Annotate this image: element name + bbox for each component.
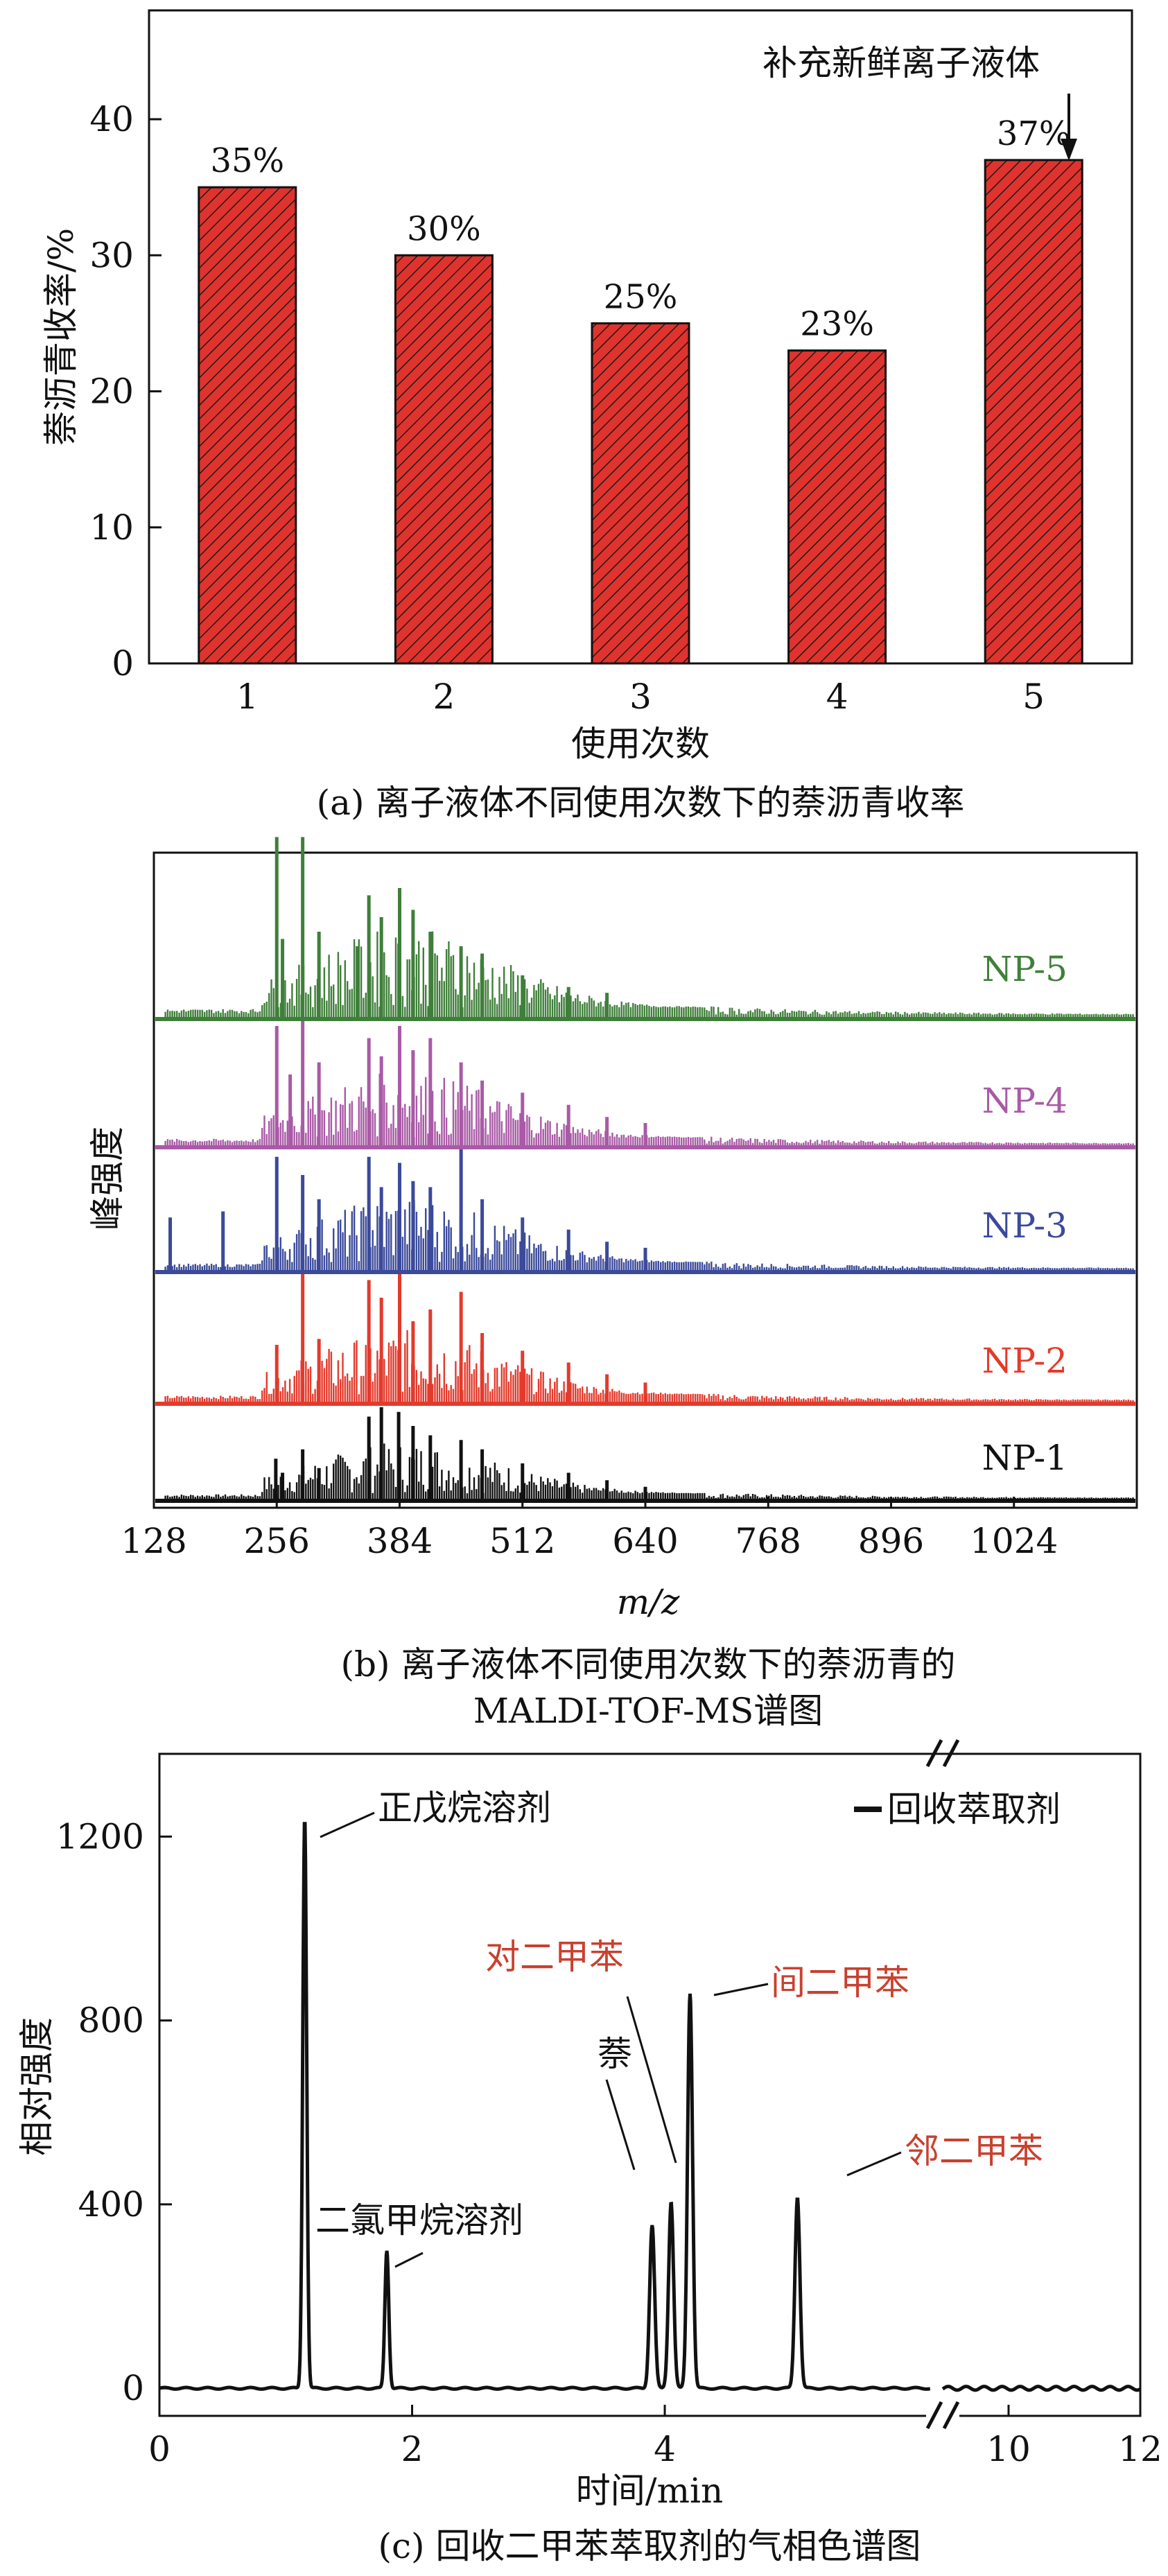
- spectrum-y-label: 峰强度: [87, 1126, 128, 1230]
- x-tick-label: 640: [612, 1521, 678, 1561]
- bar-value-label: 30%: [407, 209, 481, 248]
- chromatogram-legend: 回收萃取剂: [854, 1789, 1061, 1829]
- x-tick-label: 4: [826, 677, 848, 717]
- chromatogram-x-ticks: 0 2 4 10 12: [148, 2405, 1162, 2469]
- peak-leader-line: [320, 1811, 375, 1838]
- spectrum-series-NP-3: NP-3: [155, 1145, 1135, 1274]
- caption-c: (c) 回收二甲苯萃取剂的气相色谱图: [378, 2526, 921, 2566]
- x-tick-label: 2: [433, 677, 455, 717]
- x-tick-label: 256: [244, 1521, 310, 1561]
- x-tick-label: 512: [489, 1521, 555, 1561]
- x-tick-label: 5: [1022, 677, 1045, 717]
- peak-label: 二氯甲烷溶剂: [315, 2200, 523, 2240]
- x-tick-label: 0: [148, 2429, 171, 2469]
- chromatogram-frame: [158, 1752, 1142, 2417]
- x-tick-label: 3: [629, 677, 652, 717]
- bar-5: [984, 159, 1083, 665]
- x-tick-label: 2: [401, 2429, 424, 2469]
- bar-2: [394, 254, 494, 665]
- bar-value-label: 37%: [997, 114, 1071, 153]
- y-tick-label: 400: [78, 2184, 144, 2225]
- y-tick-label: 0: [122, 2368, 144, 2408]
- chromatogram-y-ticks: 0 400 800 1200: [56, 1816, 172, 2408]
- series-label-NP-4: NP-4: [982, 1081, 1067, 1121]
- bar-value-label: 23%: [800, 305, 874, 344]
- bar-3: [591, 322, 690, 665]
- y-tick-label: 800: [78, 2001, 144, 2041]
- peak-leader-line: [605, 2079, 636, 2170]
- spectrum-series-NP-5: NP-5: [155, 837, 1135, 1021]
- spectrum-x-ticks: 128 256 384 512 640 768 896 1024: [121, 1497, 1058, 1561]
- x-tick-label: 10: [986, 2429, 1031, 2469]
- peak-label: 邻二甲苯: [905, 2131, 1043, 2171]
- bar-chart-y-ticks: 0 10 20 30 40: [89, 99, 162, 684]
- bar-chart-bars: 35% 30% 25% 23% 37%: [198, 114, 1083, 665]
- spectrum-series-NP-2: NP-2: [155, 1274, 1135, 1406]
- caption-b-line1: (b) 离子液体不同使用次数下的萘沥青的: [341, 1644, 956, 1685]
- spectrum-series-NP-4: NP-4: [155, 1020, 1135, 1149]
- chromatogram-line-tail: [941, 2385, 1142, 2392]
- annotation-refresh-ionic-liquid: 补充新鲜离子液体: [762, 43, 1040, 83]
- peak-leader-line: [846, 2151, 902, 2177]
- x-tick-label: 1: [236, 677, 259, 717]
- bar-value-label: 35%: [210, 141, 284, 180]
- annotation-arrow-icon: [1061, 94, 1077, 161]
- series-label-NP-5: NP-5: [982, 949, 1067, 989]
- legend-label: 回收萃取剂: [887, 1789, 1061, 1829]
- y-tick-label: 0: [112, 643, 134, 684]
- x-tick-label: 768: [735, 1521, 801, 1561]
- peak-leader-line: [626, 1996, 677, 2164]
- chromatogram-x-label: 时间/min: [576, 2471, 723, 2511]
- x-tick-label: 896: [858, 1521, 924, 1561]
- mass-spectrum-chart: NP-1 NP-2 NP-3 NP-4 NP-5 128 256 384 512 640 768 8…: [87, 837, 1138, 1731]
- chromatogram-trace: [159, 1822, 1142, 2392]
- y-tick-label: 10: [89, 507, 134, 548]
- spectrum-series: NP-1 NP-2 NP-3 NP-4 NP-5: [155, 837, 1135, 1503]
- series-label-NP-1: NP-1: [982, 1438, 1067, 1478]
- chromatogram-line: [159, 1822, 931, 2391]
- spectrum-x-label: m/z: [617, 1582, 680, 1622]
- x-tick-label: 128: [121, 1521, 186, 1561]
- axis-break-mark-top: [925, 1739, 960, 1768]
- bar-chart-x-label: 使用次数: [571, 724, 710, 764]
- peak-label: 间二甲苯: [771, 1963, 909, 2003]
- x-tick-label: 1024: [970, 1521, 1058, 1561]
- peak-leader-line: [713, 1983, 769, 1996]
- bar-value-label: 25%: [604, 277, 678, 316]
- series-label-NP-3: NP-3: [982, 1206, 1067, 1246]
- y-tick-label: 30: [89, 235, 134, 275]
- peak-label: 萘: [598, 2034, 632, 2074]
- chromatogram-y-label: 相对强度: [17, 2017, 57, 2156]
- caption-b-line2: MALDI-TOF-MS谱图: [473, 1691, 823, 1731]
- bar-chart-y-label: 萘沥青收率/%: [41, 228, 81, 446]
- y-tick-label: 40: [89, 99, 134, 139]
- bar-4: [787, 349, 887, 665]
- y-tick-label: 1200: [56, 1816, 144, 1856]
- caption-a: (a) 离子液体不同使用次数下的萘沥青收率: [317, 783, 965, 823]
- axis-break-mark-bottom: [925, 2401, 960, 2430]
- spectrum-series-NP-1: NP-1: [155, 1407, 1135, 1503]
- x-tick-label: 4: [654, 2429, 676, 2469]
- peak-label: 正戊烷溶剂: [378, 1788, 551, 1828]
- peak-leader-line: [394, 2252, 424, 2268]
- x-tick-label: 12: [1118, 2429, 1162, 2469]
- peak-label: 对二甲苯: [485, 1937, 624, 1977]
- x-tick-label: 384: [367, 1521, 433, 1561]
- y-tick-label: 20: [89, 372, 134, 412]
- series-label-NP-2: NP-2: [982, 1341, 1067, 1381]
- bar-1: [198, 186, 297, 665]
